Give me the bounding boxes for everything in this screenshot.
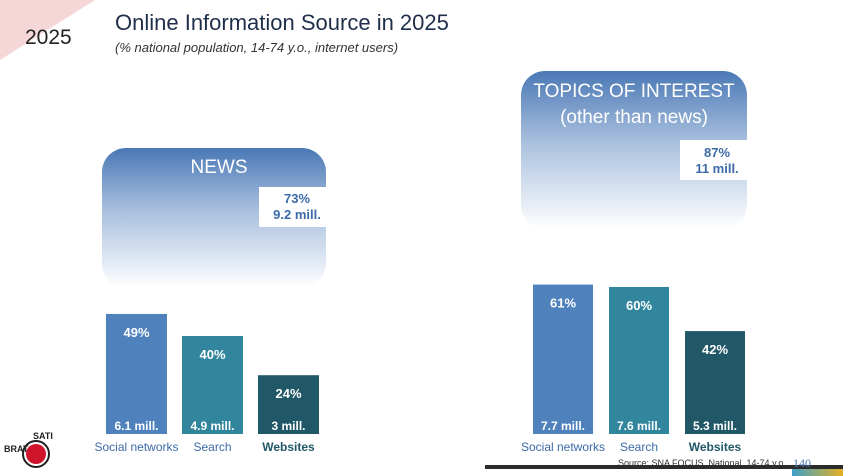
topics-category-label-websites: Websites (689, 440, 742, 454)
year-tab (0, 0, 95, 60)
bars-layer: 49% 6.1 mill. Social networks 40% 4.9 mill. S… (94, 284, 745, 454)
page-title: Online Information Source in 2025 (115, 10, 449, 35)
news-count-label-websites: 3 mill. (271, 419, 305, 433)
topics-panel: TOPICS OF INTEREST (other than news) 87%… (521, 71, 755, 229)
logo-circle-ring (22, 440, 50, 468)
year-label: 2025 (25, 26, 72, 49)
topics-panel-title-line2: (other than news) (560, 107, 708, 128)
news-value-label-search: 40% (199, 347, 225, 362)
news-value-label-websites: 24% (275, 386, 301, 401)
news-bar-social (106, 313, 167, 434)
topics-bar-websites (685, 331, 745, 434)
news-total-percent: 73% (284, 191, 310, 206)
footer-rule (485, 465, 843, 469)
news-panel: NEWS 73% 9.2 mill. (102, 148, 334, 288)
topics-count-label-websites: 5.3 mill. (693, 419, 737, 433)
news-bar-websites (258, 375, 319, 434)
topics-category-label-search: Search (620, 440, 658, 454)
news-panel-title: NEWS (191, 157, 248, 178)
news-total-count: 9.2 mill. (273, 207, 321, 222)
news-category-label-search: Search (193, 440, 231, 454)
page-subtitle: (% national population, 14-74 y.o., inte… (115, 40, 399, 55)
topics-count-label-social: 7.7 mill. (541, 419, 585, 433)
topics-value-label-search: 60% (626, 298, 652, 313)
news-value-label-social: 49% (123, 325, 149, 340)
topics-count-label-search: 7.6 mill. (617, 419, 661, 433)
topics-value-label-websites: 42% (702, 342, 728, 357)
news-category-label-social: Social networks (94, 440, 178, 454)
logo-circle (26, 444, 46, 464)
news-total-box (259, 187, 334, 227)
topics-panel-bg (521, 71, 747, 229)
logo-text: BRAT (4, 444, 29, 454)
page-number: 140 (793, 456, 811, 470)
topics-panel-title-line1: TOPICS OF INTEREST (533, 81, 735, 102)
news-category-label-websites: Websites (262, 440, 315, 454)
page-number-bar (792, 469, 843, 476)
topics-total-percent: 87% (704, 145, 730, 160)
topics-category-label-social: Social networks (521, 440, 605, 454)
logo-badge-bg (28, 430, 44, 440)
topics-total-box (680, 140, 755, 180)
topics-bar-search (609, 287, 669, 434)
logo-badge-text: SATI (33, 431, 53, 441)
news-bar-search (182, 336, 243, 434)
topics-total-count: 11 mill. (695, 161, 738, 176)
source-note: Source: SNA FOCUS, National, 14-74 y.o. (618, 458, 786, 468)
news-count-label-search: 4.9 mill. (190, 419, 234, 433)
sati-logo: SATI BRAT (4, 430, 53, 468)
topics-value-label-social: 61% (550, 296, 576, 311)
news-count-label-social: 6.1 mill. (114, 419, 158, 433)
topics-bar-social (533, 284, 593, 434)
news-panel-bg (102, 148, 326, 288)
